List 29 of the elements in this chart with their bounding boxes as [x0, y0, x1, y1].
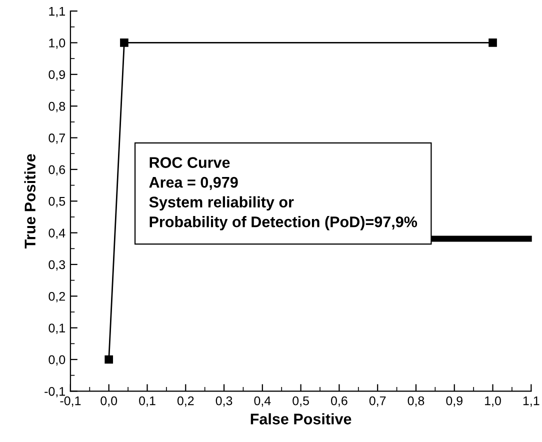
y-tick-label: 0,9 — [48, 70, 66, 81]
y-axis-title: True Positive — [24, 154, 36, 248]
y-tick-label: 0,0 — [48, 355, 66, 366]
y-tick-label: 0,5 — [48, 196, 66, 208]
y-tick-label: 0,1 — [48, 324, 65, 334]
y-tick-label: 0,7 — [48, 134, 65, 144]
x-axis-title: False Positive — [250, 413, 352, 424]
y-tick-label: 1,1 — [49, 6, 65, 18]
x-tick-label: 0,1 — [139, 396, 156, 407]
x-tick-label: 0,8 — [408, 396, 424, 407]
y-tick-label: 0,8 — [48, 102, 66, 112]
x-tick-label: 0,5 — [292, 396, 309, 407]
x-tick-label: 0,6 — [331, 396, 348, 407]
y-tick-label: -0,1 — [44, 386, 65, 398]
y-tick-label: 0,6 — [48, 165, 66, 176]
y-tick-label: 0,2 — [48, 292, 65, 302]
x-tick-label: 0,2 — [177, 396, 194, 407]
x-tick-label: 0,4 — [254, 396, 271, 407]
y-tick-label: 1,0 — [49, 38, 66, 49]
x-tick-label: 0,7 — [369, 396, 386, 407]
x-tick-label: 0,0 — [100, 396, 118, 407]
x-tick-label: 0,3 — [216, 396, 232, 407]
x-tick-label: 1,0 — [485, 396, 501, 407]
annotation: ROC Curve Area = 0,979 System reliability or Probability of Detection (PoD)=97,9% — [149, 157, 418, 230]
x-tick-label: 1,1 — [523, 396, 540, 407]
x-tick-label: 0,9 — [446, 396, 462, 407]
y-tick-label: 0,3 — [48, 260, 66, 271]
x-tick-label: -0,1 — [60, 396, 81, 407]
y-tick-label: 0,4 — [48, 228, 66, 239]
